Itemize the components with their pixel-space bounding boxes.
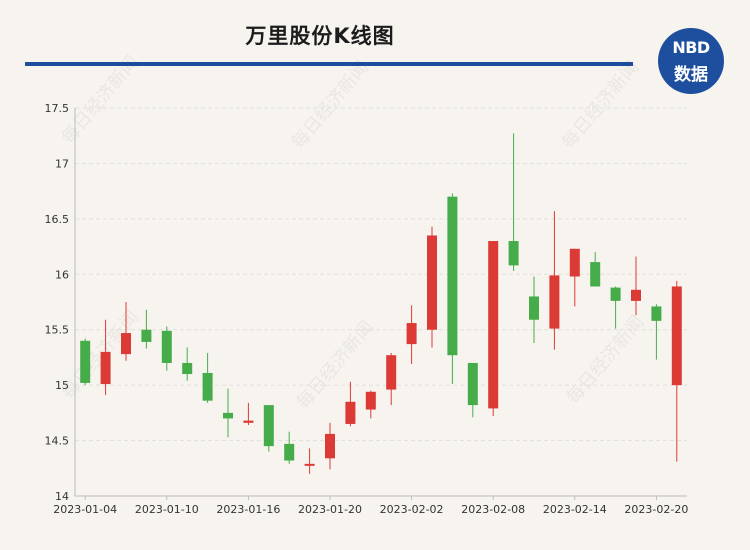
watermark-text: 每日经济新闻	[58, 307, 144, 403]
candle-body-down	[651, 306, 662, 321]
logo-text-data: 数据	[674, 65, 708, 85]
y-tick-label: 14	[55, 490, 69, 503]
y-tick-label: 17.5	[45, 102, 70, 115]
candle-body-up	[365, 391, 376, 410]
candle-body-down	[161, 330, 172, 363]
candle-body-down	[467, 362, 478, 406]
candle-body-down	[447, 196, 458, 356]
candle-body-up	[427, 235, 437, 330]
candle-body-up	[304, 463, 315, 466]
watermark-text: 每日经济新闻	[563, 312, 649, 408]
candle-body-up	[121, 333, 131, 355]
title-underline	[25, 62, 633, 66]
watermark-text: 每日经济新闻	[293, 317, 379, 413]
x-tick-label: 2023-01-16	[216, 503, 280, 516]
logo-text-nbd: NBD	[672, 38, 710, 57]
candle-body-down	[263, 405, 274, 447]
candle-body-down	[610, 287, 621, 301]
candle-body-up	[549, 275, 560, 329]
candle-body-up	[631, 289, 641, 301]
candle-body-down	[529, 296, 539, 320]
x-tick-label: 2023-02-14	[543, 503, 607, 516]
candle-body-down	[284, 443, 295, 461]
candle-body-up	[569, 248, 580, 277]
x-tick-label: 2023-01-10	[135, 503, 199, 516]
x-tick-label: 2023-02-02	[380, 503, 444, 516]
candle-body-up	[488, 241, 499, 409]
candle-body-down	[590, 262, 601, 287]
nbd-logo: NBD 数据	[658, 28, 724, 94]
candle-body-down	[141, 329, 152, 342]
candle-body-down	[80, 340, 91, 383]
x-tick-label: 2023-01-04	[53, 503, 117, 516]
watermark-text: 每日经济新闻	[288, 57, 374, 153]
y-tick-label: 15	[55, 379, 69, 392]
candle-body-up	[325, 433, 335, 459]
y-tick-label: 17	[55, 157, 69, 170]
candle-body-up	[406, 323, 417, 345]
candle-body-down	[182, 362, 193, 375]
candle-body-up	[386, 355, 397, 390]
candle-body-up	[100, 351, 111, 385]
chart-title: 万里股份K线图	[245, 24, 395, 48]
candle-body-down	[202, 372, 213, 401]
candle-body-up	[243, 420, 254, 423]
candle-body-up	[671, 286, 682, 386]
x-tick-label: 2023-02-20	[624, 503, 688, 516]
y-tick-label: 16	[55, 268, 69, 281]
x-tick-label: 2023-02-08	[461, 503, 525, 516]
candle-body-down	[223, 412, 233, 419]
watermark-text: 每日经济新闻	[558, 57, 644, 153]
y-tick-label: 15.5	[45, 324, 70, 337]
candle-body-down	[508, 241, 519, 266]
candle-body-up	[345, 401, 356, 424]
watermark-text: 每日经济新闻	[58, 52, 144, 148]
y-tick-label: 14.5	[45, 435, 70, 448]
y-tick-label: 16.5	[45, 213, 70, 226]
x-tick-label: 2023-01-20	[298, 503, 362, 516]
